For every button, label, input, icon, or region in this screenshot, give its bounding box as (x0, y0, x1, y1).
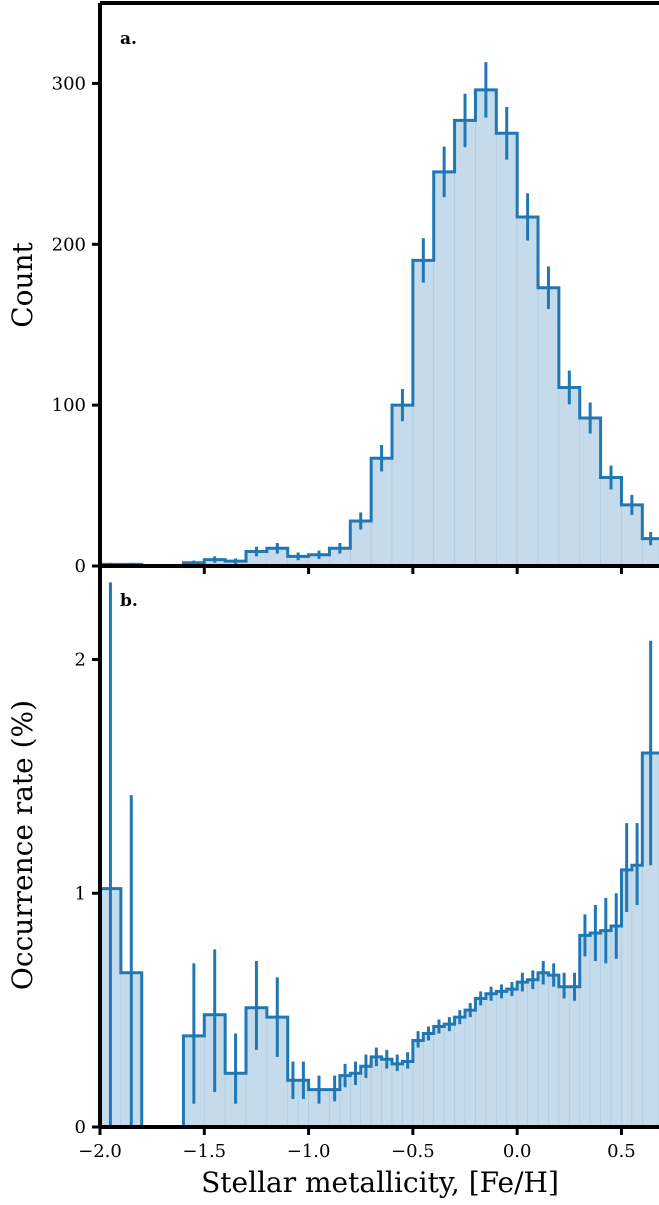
panel-b-bar (454, 1016, 466, 1128)
x-axis-title: Stellar metallicity, [Fe/H] (201, 1166, 559, 1199)
panel-a-y-tick-label: 300 (52, 73, 86, 94)
panel-b-bar (433, 1026, 445, 1128)
panel-a-bar (558, 387, 581, 567)
panel-a-bar (370, 457, 393, 567)
panel-b-bar (391, 1063, 403, 1128)
panel-b-x-tick-label: 0.0 (503, 1141, 532, 1162)
panel-b-bar (589, 932, 601, 1128)
panel-a-bar (579, 417, 601, 567)
panel-b-bar (464, 1009, 476, 1128)
panel-b-x-tick-label: −1.5 (182, 1141, 226, 1162)
panel-a-step-line (181, 88, 659, 566)
panel-b-bar (381, 1058, 393, 1128)
panel-a-bar (454, 120, 476, 567)
panel-b-y-tick-label: 2 (75, 650, 86, 671)
panel-a-y-tick-label: 200 (52, 234, 86, 255)
panel-b-bar (412, 1040, 424, 1128)
panel-a-count-histogram: 0 100 200 300 (52, 1, 659, 577)
panel-b-bar (537, 972, 549, 1128)
panel-b-bar (527, 979, 539, 1128)
panel-b-x-tick-label: −0.5 (391, 1141, 435, 1162)
panel-b-x-tick-label: −1.0 (287, 1141, 331, 1162)
panel-a-bar (391, 404, 414, 567)
panel-a-bar (412, 260, 435, 567)
panel-a-label: a. (120, 29, 137, 49)
panel-b-bar (579, 935, 591, 1128)
panel-b-bar (506, 988, 518, 1128)
panel-b-bar (496, 991, 508, 1128)
panel-b-bar (370, 1056, 382, 1128)
panel-b-bar (443, 1023, 455, 1128)
panel-a-bar (475, 89, 497, 567)
panel-a-bar (496, 132, 518, 567)
panel-a-bar (600, 477, 622, 567)
panel-b-bar (485, 993, 497, 1128)
panel-b-bar (475, 998, 487, 1128)
panel-b-bar (516, 981, 528, 1128)
panel-b-bar (548, 974, 560, 1128)
panel-a-y-axis-title: Count (6, 241, 39, 327)
panel-b-bar (423, 1033, 435, 1128)
panel-b-bar (402, 1061, 414, 1128)
panel-b-y-tick-label: 1 (75, 883, 86, 904)
panel-b-label: b. (120, 591, 138, 611)
panel-a-bar (537, 287, 560, 567)
panel-b-occurrence-rate: 0 1 2 −2.0 −1.5 −1.0 −0.5 0.0 0.5 (75, 564, 659, 1162)
panel-b-x-tick-label: 0.5 (607, 1141, 636, 1162)
panel-a-y-tick-label: 100 (52, 395, 86, 416)
panel-a-bar (516, 216, 539, 567)
panel-b-bar (569, 986, 581, 1128)
panel-b-y-axis-title: Occurrence rate (%) (6, 700, 39, 990)
panel-a-bar (433, 171, 455, 567)
panel-b-bar (558, 986, 570, 1128)
panel-b-y-tick-label: 0 (75, 1117, 86, 1138)
panel-a-y-tick-label: 0 (75, 556, 86, 577)
panel-b-x-tick-label: −2.0 (78, 1141, 122, 1162)
